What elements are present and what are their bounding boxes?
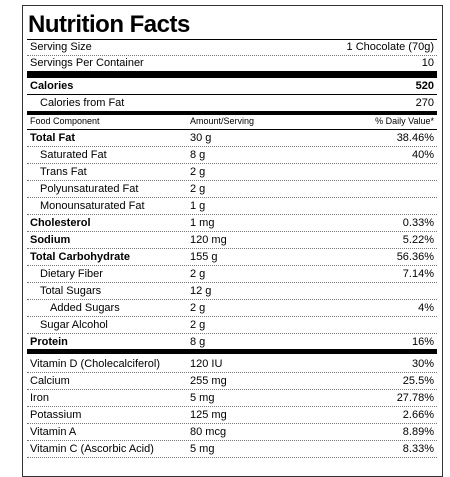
row-amount: 1 g — [190, 200, 206, 212]
row-dv: 0.33% — [402, 217, 434, 229]
row-dv: 5.22% — [402, 234, 434, 246]
row-name: Sodium — [30, 234, 71, 246]
row-name: Vitamin C (Ascorbic Acid) — [30, 443, 154, 455]
row-name: Total Sugars — [40, 285, 102, 297]
calories-label: Calories — [30, 80, 74, 92]
row-amount: 120 mg — [190, 234, 227, 246]
row-dv: 16% — [411, 336, 434, 348]
separator — [27, 406, 437, 407]
row-amount: 12 g — [190, 285, 212, 297]
separator — [27, 231, 437, 232]
row-amount: 2 g — [190, 166, 206, 178]
servings: 10 — [421, 57, 434, 69]
thick-rule — [27, 71, 437, 78]
row-dv: 27.78% — [396, 392, 434, 404]
row-dv: 8.89% — [402, 426, 434, 438]
medium-rule — [27, 111, 437, 115]
row-name: Potassium — [30, 409, 82, 421]
row-name: Monounsaturated Fat — [40, 200, 145, 212]
row-amount: 2 g — [190, 302, 206, 314]
row-amount: 5 mg — [190, 392, 215, 404]
row-amount: 80 mcg — [190, 426, 227, 438]
separator — [27, 146, 437, 147]
row-name: Iron — [30, 392, 49, 404]
separator — [27, 440, 437, 441]
row-amount: 155 g — [190, 251, 218, 263]
row-dv: 2.66% — [402, 409, 434, 421]
separator — [27, 282, 437, 283]
separator — [27, 163, 437, 164]
rule — [27, 94, 437, 95]
separator — [27, 316, 437, 317]
row-amount: 5 mg — [190, 443, 215, 455]
separator — [27, 265, 437, 266]
row-name: Polyunsaturated Fat — [40, 183, 139, 195]
rule — [27, 129, 437, 130]
title: Nutrition Facts — [28, 11, 190, 38]
row-amount: 2 g — [190, 319, 206, 331]
row-name: Saturated Fat — [40, 149, 107, 161]
separator — [27, 457, 437, 458]
row-amount: 30 g — [190, 132, 212, 144]
row-dv: 25.5% — [402, 375, 434, 387]
rule — [27, 39, 437, 40]
serving-size-label: Serving Size — [30, 41, 92, 53]
calories-from-fat: 270 — [415, 97, 434, 109]
nutrition-label: Nutrition Facts Serving Size 1 Chocolate… — [22, 5, 443, 477]
row-dv: 30% — [411, 358, 434, 370]
row-name: Vitamin A — [30, 426, 77, 438]
row-name: Protein — [30, 336, 68, 348]
row-dv: 56.36% — [396, 251, 434, 263]
row-amount: 2 g — [190, 183, 206, 195]
column-header: Amount/Serving — [190, 116, 255, 126]
row-dv: 7.14% — [402, 268, 434, 280]
separator — [27, 333, 437, 334]
row-name: Added Sugars — [50, 302, 120, 314]
column-header: Food Component — [30, 116, 100, 126]
row-dv: 8.33% — [402, 443, 434, 455]
row-amount: 255 mg — [190, 375, 227, 387]
row-name: Trans Fat — [40, 166, 87, 178]
row-amount: 120 IU — [190, 358, 223, 370]
row-name: Vitamin D (Cholecalciferol) — [30, 358, 161, 370]
serving-size: 1 Chocolate (70g) — [346, 41, 434, 53]
column-header: % Daily Value* — [375, 116, 434, 126]
row-amount: 8 g — [190, 336, 206, 348]
separator — [27, 248, 437, 249]
servings-label: Servings Per Container — [30, 57, 144, 69]
row-amount: 2 g — [190, 268, 206, 280]
row-name: Sugar Alcohol — [40, 319, 108, 331]
row-amount: 1 mg — [190, 217, 215, 229]
row-name: Total Fat — [30, 132, 76, 144]
separator — [27, 389, 437, 390]
row-amount: 125 mg — [190, 409, 227, 421]
separator — [27, 197, 437, 198]
separator — [27, 214, 437, 215]
thick-rule — [27, 349, 437, 354]
calories-from-fat-label: Calories from Fat — [40, 97, 125, 109]
row-name: Dietary Fiber — [40, 268, 103, 280]
row-name: Cholesterol — [30, 217, 91, 229]
calories-value: 520 — [415, 80, 434, 92]
row-amount: 8 g — [190, 149, 206, 161]
row-dv: 4% — [418, 302, 434, 314]
separator — [27, 55, 437, 56]
separator — [27, 372, 437, 373]
separator — [27, 299, 437, 300]
row-dv: 40% — [411, 149, 434, 161]
separator — [27, 180, 437, 181]
row-dv: 38.46% — [396, 132, 434, 144]
separator — [27, 423, 437, 424]
row-name: Calcium — [30, 375, 70, 387]
row-name: Total Carbohydrate — [30, 251, 131, 263]
